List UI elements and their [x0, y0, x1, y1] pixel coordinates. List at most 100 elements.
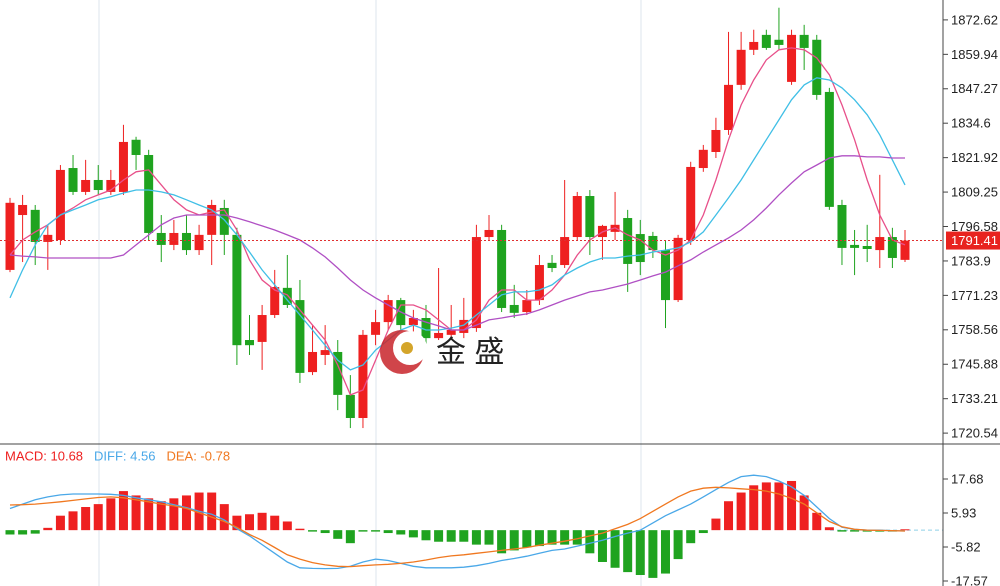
- candle-body: [736, 49, 746, 85]
- series-line: [9, 77, 906, 371]
- macd-bar: [787, 480, 797, 531]
- candle-body: [55, 169, 65, 241]
- macd-bar: [93, 504, 103, 531]
- macd-bar: [118, 491, 128, 531]
- macd-bar: [900, 529, 910, 531]
- macd-bar: [358, 530, 368, 532]
- candle-body: [232, 234, 242, 346]
- candle-body: [257, 315, 267, 342]
- candle-body: [5, 202, 15, 270]
- watermark-logo-dot: [401, 342, 413, 354]
- candle-body: [824, 91, 834, 207]
- y-tick-label: 1859.94: [951, 47, 998, 62]
- y-tick-label: 1796.58: [951, 219, 998, 234]
- y-tick-label: 1771.23: [951, 288, 998, 303]
- candle-body: [875, 237, 885, 251]
- macd-bar: [572, 530, 582, 545]
- macd-bar: [219, 504, 229, 531]
- macd-bar: [156, 501, 166, 531]
- candle-body: [471, 237, 481, 329]
- legend-entry: MACD: 10.68: [5, 448, 83, 463]
- macd-bar: [320, 530, 330, 534]
- macd-bar: [799, 495, 809, 531]
- candle-body: [799, 34, 809, 48]
- candle-body: [358, 334, 368, 419]
- macd-bar: [660, 530, 670, 574]
- legend-entry: DEA: -0.78: [166, 448, 230, 463]
- candle-body: [459, 319, 469, 333]
- macd-bar: [282, 521, 292, 531]
- macd-bar: [43, 527, 53, 531]
- macd-bar: [560, 530, 570, 545]
- candle-body: [81, 179, 91, 192]
- candle-body: [585, 196, 595, 238]
- y-tick-label: 1847.27: [951, 81, 998, 96]
- candle-body: [245, 340, 255, 346]
- macd-bar: [610, 530, 620, 568]
- candle-body: [383, 300, 393, 323]
- candle-body: [320, 350, 330, 355]
- macd-bar: [55, 515, 65, 531]
- legend-entry: DIFF: 4.56: [94, 448, 155, 463]
- macd-bar: [736, 492, 746, 531]
- macd-bar: [724, 501, 734, 531]
- candle-body: [660, 250, 670, 301]
- macd-bar: [396, 530, 406, 535]
- macd-bar: [597, 530, 607, 562]
- macd-bar: [5, 530, 15, 535]
- candle-body: [560, 237, 570, 266]
- candle-body: [181, 232, 191, 251]
- candle-body: [93, 179, 103, 191]
- macd-bar: [383, 530, 393, 534]
- y-tick-label: 1733.21: [951, 391, 998, 406]
- y-tick-label: 17.68: [951, 471, 984, 486]
- watermark: 金 盛: [380, 330, 504, 374]
- candle-body: [144, 154, 154, 233]
- candle-body: [169, 232, 179, 245]
- candle-body: [900, 240, 910, 260]
- candle-body: [371, 322, 381, 335]
- macd-bar: [68, 511, 78, 531]
- candle-body: [887, 237, 897, 258]
- y-tick-label: 1834.6: [951, 116, 991, 131]
- macd-bar: [812, 512, 822, 531]
- macd-bar: [774, 482, 784, 531]
- macd-bar: [749, 485, 759, 531]
- macd-bar: [711, 518, 721, 531]
- series-line: [9, 486, 906, 568]
- candle-body: [572, 196, 582, 238]
- macd-bar: [257, 512, 267, 531]
- candle-body: [497, 229, 507, 308]
- macd-bar: [144, 498, 154, 531]
- macd-bar: [534, 530, 544, 547]
- candle-body: [787, 34, 797, 82]
- candle-body: [18, 204, 28, 216]
- candle-body: [862, 246, 872, 249]
- macd-bar: [686, 530, 696, 544]
- candle-body: [30, 209, 40, 242]
- candle-body: [623, 218, 633, 264]
- macd-bar: [371, 530, 381, 532]
- macd-bar: [547, 530, 557, 545]
- last-price-label: 1791.41: [951, 233, 998, 248]
- macd-bar: [837, 530, 847, 532]
- candle-body: [68, 168, 78, 192]
- macd-bar: [131, 495, 141, 531]
- macd-bar: [333, 530, 343, 539]
- candle-body: [547, 262, 557, 269]
- candle-body: [812, 39, 822, 95]
- macd-bar: [106, 498, 116, 531]
- macd-bar: [18, 530, 28, 535]
- candle-body: [219, 207, 229, 235]
- y-tick-label: -17.57: [951, 573, 988, 586]
- macd-bar: [232, 515, 242, 531]
- macd-bar: [509, 530, 519, 551]
- y-tick-label: 5.93: [951, 505, 976, 520]
- candle-body: [194, 234, 204, 251]
- candle-body: [118, 141, 128, 192]
- macd-bar: [522, 530, 532, 548]
- macd-bar: [295, 528, 305, 531]
- y-tick-label: 1809.25: [951, 185, 998, 200]
